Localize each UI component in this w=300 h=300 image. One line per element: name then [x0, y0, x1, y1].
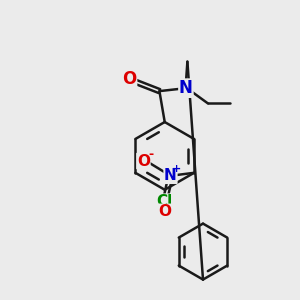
- Text: -: -: [148, 148, 153, 161]
- Text: +: +: [172, 164, 182, 174]
- Text: Cl: Cl: [157, 194, 173, 209]
- Text: O: O: [122, 70, 136, 88]
- Text: N: N: [179, 79, 193, 97]
- Text: O: O: [137, 154, 150, 169]
- Text: N: N: [164, 168, 177, 183]
- Text: O: O: [159, 204, 172, 219]
